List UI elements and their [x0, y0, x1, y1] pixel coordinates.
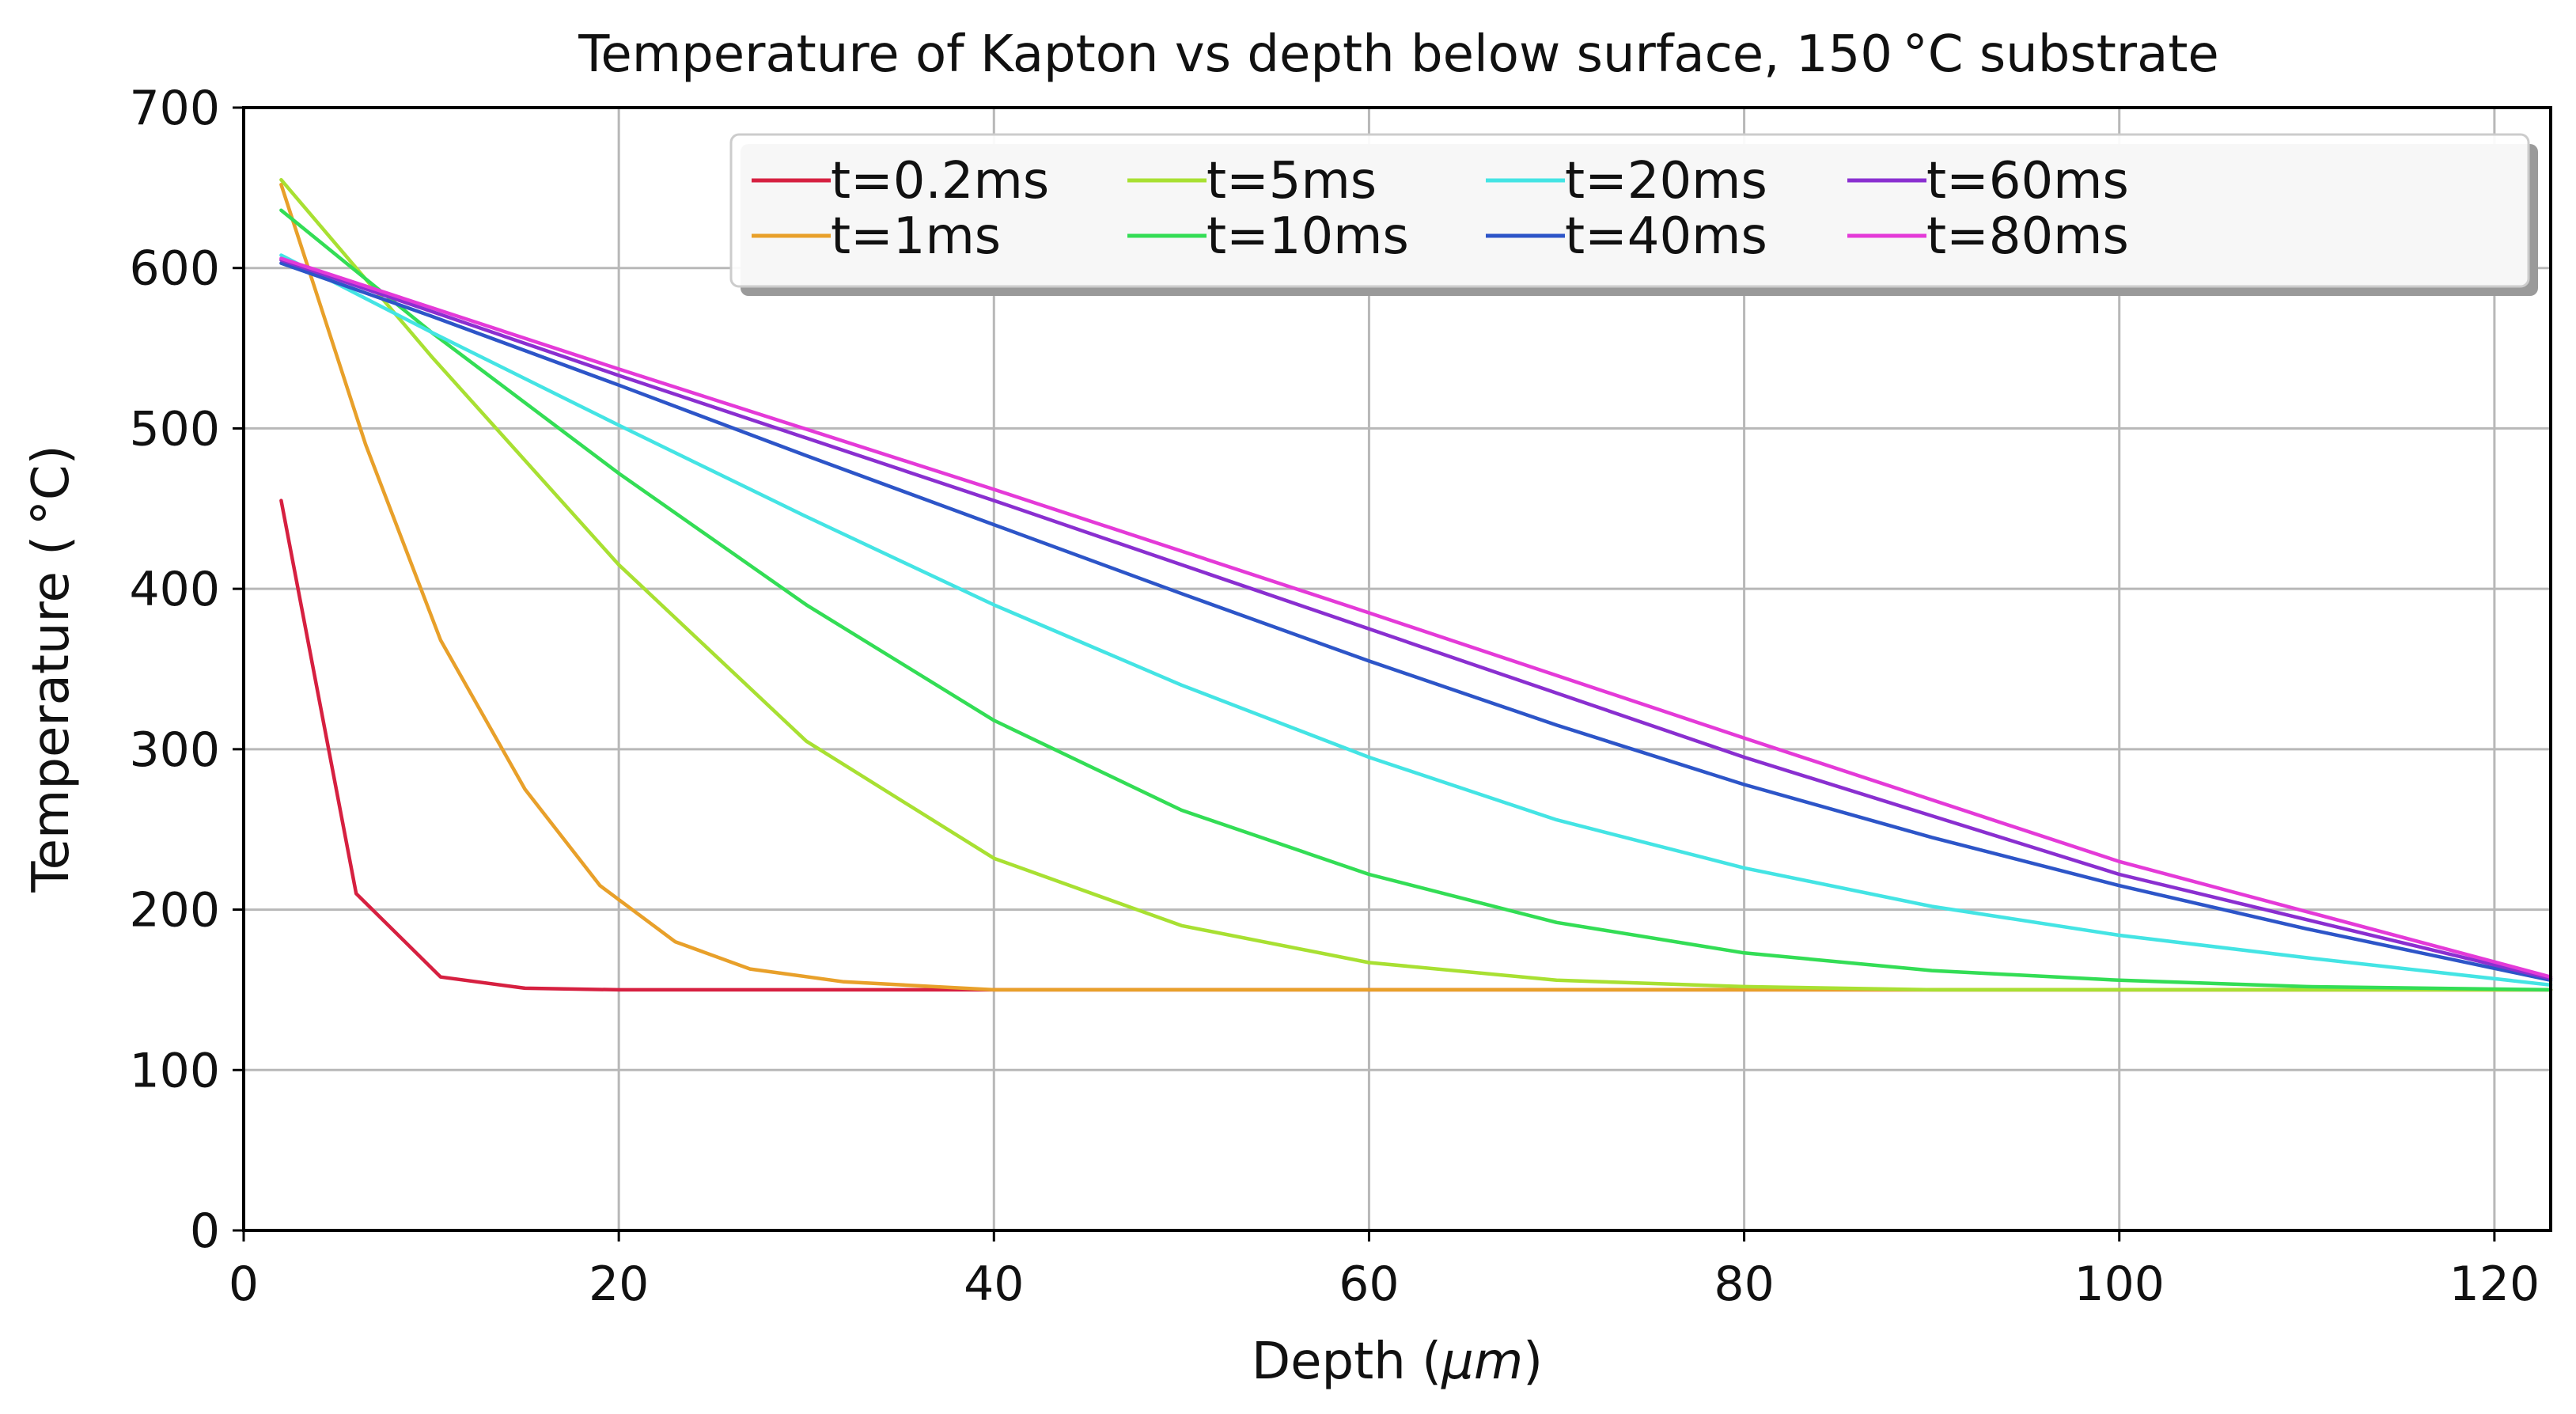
x-axis-label-suffix: ) [1523, 1332, 1543, 1391]
series-line-t=60ms [279, 258, 2553, 980]
x-tick-label: 100 [2074, 1257, 2165, 1312]
x-tick-label: 40 [964, 1257, 1024, 1312]
series-line-t=40ms [279, 261, 2553, 983]
series-line-t=1ms [279, 183, 2553, 992]
series-line-t=10ms [279, 208, 2553, 992]
legend-label: t=40ms [1565, 207, 1767, 266]
series-line-t=20ms [279, 253, 2553, 988]
x-axis-ticks: 0 20 40 60 80 100 120 [229, 1230, 2540, 1312]
series-lines [279, 177, 2553, 992]
y-tick-label: 100 [129, 1043, 220, 1098]
legend-box [729, 133, 2530, 288]
y-tick-label: 700 [129, 81, 220, 136]
x-axis-label-prefix: Depth ( [1252, 1332, 1441, 1391]
y-tick-label: 0 [190, 1204, 220, 1259]
x-tick-label: 120 [2449, 1257, 2540, 1312]
plot-frame [242, 106, 2552, 1232]
legend-label: t=80ms [1926, 207, 2129, 266]
series-line-t=80ms [279, 256, 2553, 979]
series-line-t=5ms [279, 177, 2553, 992]
legend-label: t=5ms [1207, 152, 1377, 210]
x-tick-label: 80 [1714, 1257, 1774, 1312]
y-tick-label: 500 [129, 401, 220, 457]
y-axis-ticks: 0 100 200 300 400 500 600 700 [129, 81, 244, 1259]
series-line-t=0.2ms [279, 499, 2553, 992]
chart-title: Temperature of Kapton vs depth below sur… [578, 25, 2219, 84]
legend-label: t=10ms [1207, 207, 1409, 266]
y-tick-label: 400 [129, 562, 220, 617]
legend-label: t=20ms [1565, 152, 1767, 210]
y-tick-label: 300 [129, 722, 220, 778]
y-tick-label: 600 [129, 241, 220, 297]
x-tick-label: 60 [1339, 1257, 1399, 1312]
x-axis-label: Depth (μm) [1252, 1332, 1543, 1391]
y-axis-label: Temperature ( °C) [22, 445, 81, 893]
legend-label: t=0.2ms [831, 152, 1049, 210]
legend-label: t=60ms [1926, 152, 2129, 210]
x-tick-label: 0 [229, 1257, 259, 1312]
y-tick-label: 200 [129, 883, 220, 938]
x-axis-label-unit: μm [1441, 1332, 1523, 1391]
x-tick-label: 20 [589, 1257, 649, 1312]
legend-label: t=1ms [831, 207, 1001, 266]
